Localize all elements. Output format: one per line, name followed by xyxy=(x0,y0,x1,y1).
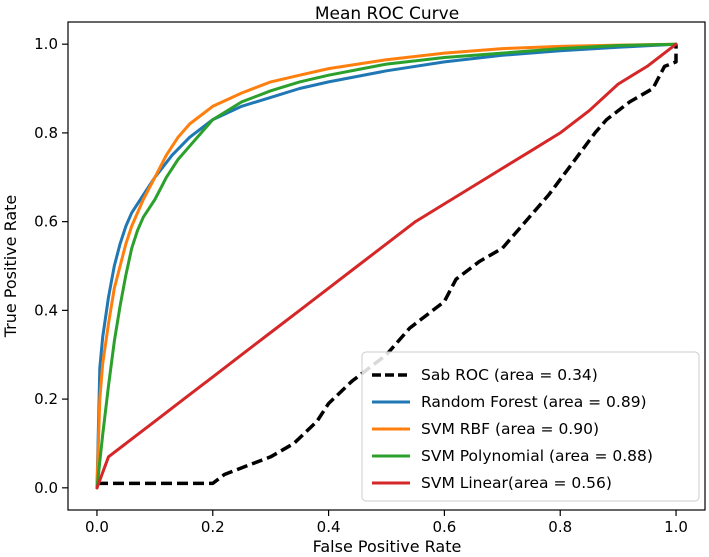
x-tick-label-3: 0.6 xyxy=(432,518,456,536)
legend-label-3: SVM Polynomial (area = 0.88) xyxy=(421,447,653,465)
plot-frame xyxy=(67,21,706,511)
series-line-2 xyxy=(95,42,678,490)
y-axis-label: True Positive Rate xyxy=(1,195,20,339)
series-line-3 xyxy=(95,42,678,490)
x-axis-label: False Positive Rate xyxy=(313,537,462,556)
legend-label-1: Random Forest (area = 0.89) xyxy=(421,393,647,411)
y-tick-label-3: 0.6 xyxy=(34,213,58,231)
legend-box xyxy=(361,351,700,502)
x-tick-label-0: 0.0 xyxy=(85,518,109,536)
x-tick-label-5: 1.0 xyxy=(664,518,688,536)
legend: Sab ROC (area = 0.34) Random Forest (area… xyxy=(361,351,700,502)
chart-title: Mean ROC Curve xyxy=(315,4,459,24)
series-line-1 xyxy=(95,42,678,490)
legend-label-2: SVM RBF (area = 0.90) xyxy=(421,420,599,438)
y-axis-ticks: 0.0 0.2 0.4 0.6 0.8 1.0 xyxy=(34,35,68,497)
legend-label-0: Sab ROC (area = 0.34) xyxy=(421,366,598,384)
y-tick-label-1: 0.2 xyxy=(34,390,58,408)
series-layer xyxy=(95,42,678,490)
y-tick-label-5: 1.0 xyxy=(34,35,58,53)
x-axis-ticks: 0.0 0.2 0.4 0.6 0.8 1.0 xyxy=(85,510,688,536)
x-tick-label-1: 0.2 xyxy=(201,518,225,536)
series-line-4 xyxy=(95,42,678,490)
y-tick-label-2: 0.4 xyxy=(34,301,58,319)
x-tick-label-4: 0.8 xyxy=(548,518,572,536)
y-tick-label-0: 0.0 xyxy=(34,479,58,497)
y-tick-label-4: 0.8 xyxy=(34,124,58,142)
series-line-0 xyxy=(97,44,678,486)
x-tick-label-2: 0.4 xyxy=(317,518,341,536)
legend-label-4: SVM Linear(area = 0.56) xyxy=(421,474,612,492)
